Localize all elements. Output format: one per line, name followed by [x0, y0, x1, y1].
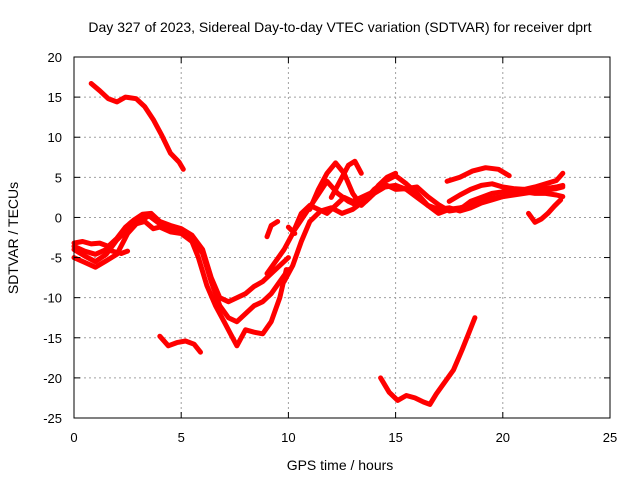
y-tick-label: 20 — [48, 50, 62, 65]
y-tick-label: -20 — [43, 371, 62, 386]
chart-title: Day 327 of 2023, Sidereal Day-to-day VTE… — [88, 19, 591, 35]
x-tick-label: 15 — [388, 430, 402, 445]
series-arc-morning-d — [71, 243, 131, 257]
series-arc-late-a — [446, 170, 566, 204]
x-tick-label: 20 — [496, 430, 510, 445]
y-tick-labels: -25 -20 -15 -10 -5 0 5 10 15 20 — [43, 50, 62, 426]
series-arc-late-high — [444, 165, 512, 184]
x-tick-labels: 0 5 10 15 20 25 — [70, 430, 617, 445]
x-tick-label: 10 — [281, 430, 295, 445]
y-tick-label: -15 — [43, 331, 62, 346]
x-tick-label: 25 — [603, 430, 617, 445]
plot-frame — [73, 56, 611, 419]
series-arc-midday-e — [328, 158, 364, 200]
grid — [74, 57, 610, 418]
series-arc-short-mid2 — [264, 219, 281, 240]
series-arc-short-mid — [285, 224, 298, 236]
ticks — [73, 56, 611, 419]
y-tick-label: 5 — [55, 170, 62, 185]
x-axis-label: GPS time / hours — [287, 457, 394, 473]
series-arc-midday-d — [307, 160, 399, 212]
series-arc-midday-c — [292, 178, 566, 232]
x-tick-label: 0 — [70, 430, 77, 445]
y-tick-label: -5 — [50, 251, 62, 266]
series-arc-morning-b — [71, 213, 291, 325]
series-group — [71, 81, 566, 407]
x-tick-label: 5 — [178, 430, 185, 445]
y-tick-label: -10 — [43, 291, 62, 306]
series-arc-short-low — [157, 333, 203, 355]
y-tick-label: -25 — [43, 411, 62, 426]
y-tick-label: 0 — [55, 210, 62, 225]
y-axis-label: SDTVAR / TECUs — [5, 182, 21, 294]
series-arc-late-b — [526, 197, 564, 225]
series-arc-evening-low — [378, 315, 478, 407]
y-tick-label: 10 — [48, 130, 62, 145]
series-arc-high-morning — [88, 81, 186, 172]
y-tick-label: 15 — [48, 90, 62, 105]
